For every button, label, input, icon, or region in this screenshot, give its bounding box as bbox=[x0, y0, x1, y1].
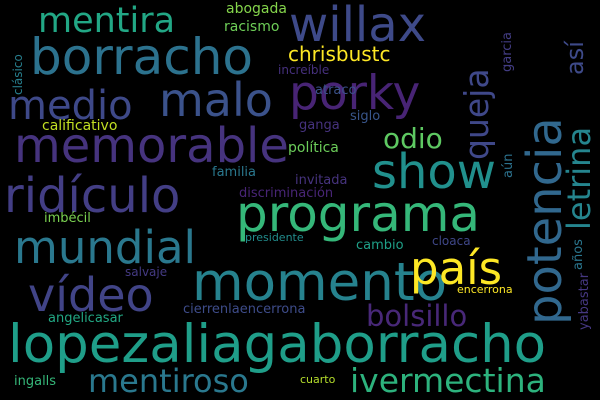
word-cambio: cambio bbox=[356, 238, 404, 253]
word-siglo: siglo bbox=[350, 109, 381, 124]
word-medio: medio bbox=[8, 83, 133, 129]
word-abogada: abogada bbox=[226, 1, 287, 17]
word-odio: odio bbox=[383, 122, 443, 155]
word-malo: malo bbox=[159, 73, 273, 127]
word-programa: programa bbox=[236, 185, 481, 243]
word-calificativo: calificativo bbox=[42, 118, 118, 134]
word-bolsillo: bolsillo bbox=[366, 299, 468, 333]
word-memorable: memorable bbox=[14, 118, 289, 174]
word-anos: años bbox=[571, 239, 586, 270]
word-aun: aún bbox=[501, 153, 516, 178]
word-invitada: invitada bbox=[295, 173, 348, 188]
word-racismo: racismo bbox=[224, 19, 280, 35]
word-cierrenlaencerrona: cierrenlaencerrona bbox=[183, 302, 306, 317]
word-yabastar: yabastar bbox=[577, 272, 592, 330]
word-lopezaliagaborracho: lopezaliagaborracho bbox=[8, 314, 547, 375]
word-politica: política bbox=[288, 140, 339, 156]
word-cuarto: cuarto bbox=[300, 373, 336, 386]
word-pais: país bbox=[410, 242, 503, 295]
word-mentira: mentira bbox=[38, 1, 176, 41]
word-mundial: mundial bbox=[14, 221, 197, 274]
word-clasico: clásico bbox=[11, 54, 25, 95]
word-video: vídeo bbox=[28, 268, 154, 322]
word-angelicasar: angelicasar bbox=[48, 311, 123, 326]
word-mentiroso: mentiroso bbox=[88, 362, 249, 400]
word-discriminacion: discriminación bbox=[239, 186, 334, 201]
word-borracho: borracho bbox=[30, 28, 253, 86]
word-atraco: atraco bbox=[315, 83, 357, 98]
word-salvaje: salvaje bbox=[125, 265, 168, 279]
word-queja: queja bbox=[457, 68, 496, 160]
word-ivermectina: ivermectina bbox=[350, 361, 546, 400]
word-porky: porky bbox=[289, 66, 421, 121]
word-willax: willax bbox=[289, 0, 427, 53]
word-momento: momento bbox=[192, 252, 448, 313]
word-chrisbustc: chrisbustc bbox=[288, 42, 391, 66]
word-garcia: garcia bbox=[500, 31, 515, 72]
word-letrina: letrina bbox=[560, 126, 598, 230]
word-ridiculo: ridículo bbox=[4, 168, 181, 224]
word-increible: increíble bbox=[278, 63, 330, 77]
word-imbecil: imbécil bbox=[44, 211, 91, 226]
word-familia: familia bbox=[212, 165, 257, 180]
word-asi: así bbox=[561, 41, 589, 75]
word-presidente: presidente bbox=[245, 231, 304, 244]
word-ingalls: ingalls bbox=[14, 374, 57, 389]
word-ganga: ganga bbox=[299, 118, 340, 133]
word-encerrona: encerrona bbox=[457, 283, 513, 296]
word-cloaca: cloaca bbox=[432, 234, 471, 248]
word-show: show bbox=[372, 144, 497, 200]
